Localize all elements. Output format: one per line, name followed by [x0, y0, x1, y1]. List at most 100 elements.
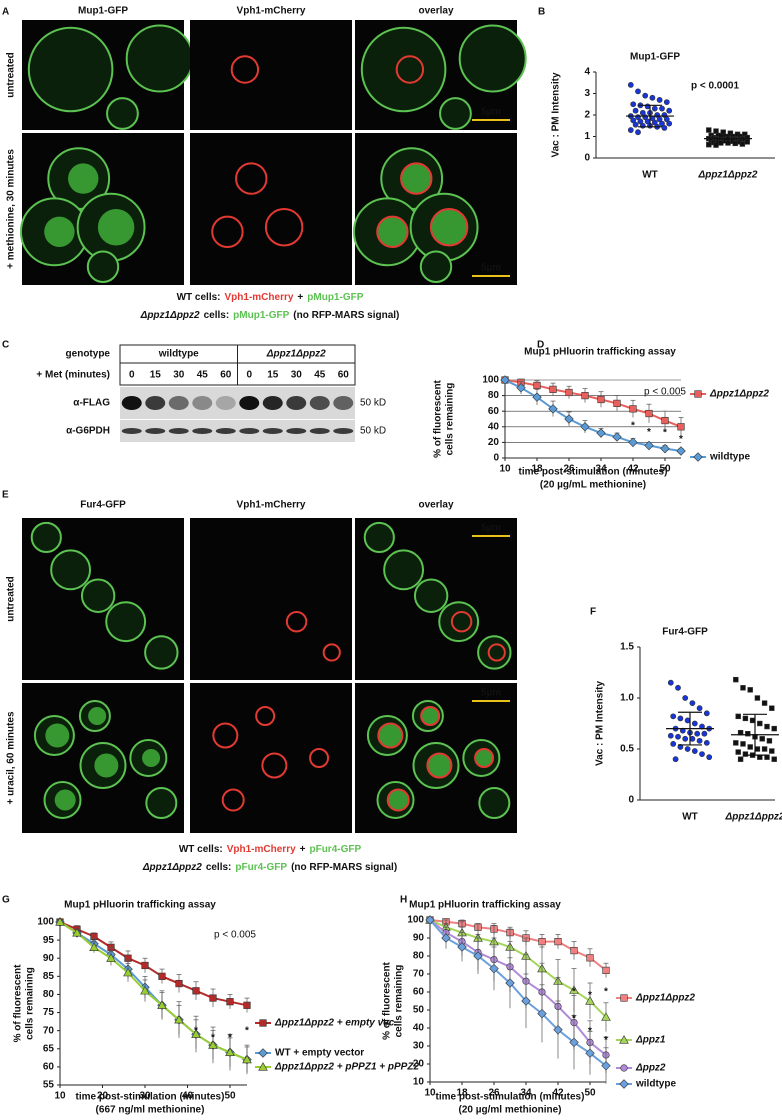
x-tick-label: 42 — [552, 1088, 564, 1099]
chart-title: Mup1 pHluorin trafficking assay — [524, 347, 676, 358]
marker — [667, 679, 674, 686]
vacuole-membrane — [261, 752, 288, 779]
x-tick-label: Δppz1Δppz2 — [725, 812, 782, 823]
significance-star: * — [572, 1014, 576, 1025]
y-tick-label: 0 — [493, 453, 499, 464]
vacuole-gfp — [401, 163, 432, 194]
marker — [158, 972, 166, 980]
blot-band — [309, 428, 330, 434]
significance-star: * — [679, 434, 683, 445]
marker — [706, 754, 713, 761]
marker — [601, 1012, 611, 1021]
marker — [661, 125, 668, 131]
chart-title: Mup1-GFP — [630, 52, 680, 63]
y-tick-label: 70 — [43, 1025, 55, 1036]
cell-membrane — [27, 26, 114, 113]
legend-label: WT + empty vector — [275, 1048, 364, 1059]
marker — [739, 141, 746, 147]
marker — [677, 715, 684, 722]
x-tick-label: 18 — [456, 1088, 468, 1099]
vacuole-gfp — [88, 707, 107, 725]
marker — [569, 985, 579, 994]
blot-band — [192, 396, 213, 410]
blot-band — [168, 428, 189, 434]
blot-band — [262, 428, 283, 434]
marker — [682, 735, 689, 742]
vacuole-membrane — [230, 55, 260, 84]
legend-label: wildtype — [635, 1079, 676, 1090]
y-tick-label: 1.5 — [620, 642, 634, 653]
column-header: overlay — [418, 500, 453, 511]
vacuole-membrane — [322, 643, 341, 662]
marker — [639, 109, 646, 116]
blot-band — [215, 396, 236, 410]
blot — [120, 420, 355, 442]
marker — [771, 725, 777, 732]
y-tick-label: 55 — [43, 1080, 55, 1091]
marker — [585, 1048, 595, 1058]
panel-label: H — [400, 895, 407, 906]
y-tick-label: 80 — [43, 989, 55, 1000]
caption-part: pMup1-GFP — [233, 310, 289, 321]
y-tick-label: 4 — [584, 67, 590, 78]
marker — [225, 1047, 235, 1056]
row-label: untreated — [6, 52, 17, 98]
y-tick-label: 1 — [584, 131, 590, 142]
vacuole-membrane — [400, 162, 433, 195]
size-marker: 50 kD — [360, 426, 386, 437]
y-tick-label: 20 — [488, 437, 500, 448]
scale-bar-label: 5µm — [481, 688, 501, 699]
marker — [754, 695, 761, 701]
marker — [632, 121, 639, 128]
y-tick-label: 3 — [584, 88, 590, 99]
vacuole-gfp — [387, 789, 409, 811]
panel-label: G — [2, 895, 10, 906]
lane-label: 30 — [173, 370, 185, 381]
significance-star: * — [631, 421, 635, 432]
y-tick-label: 80 — [488, 390, 500, 401]
vacuole-gfp — [44, 216, 75, 247]
annotation: p < 0.005 — [214, 930, 256, 941]
marker — [619, 1035, 629, 1044]
significance-star: * — [572, 987, 576, 998]
marker — [663, 116, 670, 123]
cell-membrane — [478, 787, 511, 819]
marker — [425, 915, 435, 925]
legend-label: Δppz1 — [635, 1035, 666, 1046]
marker — [659, 120, 665, 127]
legend-label: Δppz2 — [635, 1063, 666, 1074]
panel-label: B — [538, 7, 545, 18]
marker — [242, 1054, 252, 1064]
series-line — [429, 919, 607, 972]
marker — [441, 933, 451, 943]
cell-membrane — [363, 521, 395, 554]
cell-membrane — [30, 521, 62, 554]
marker — [208, 1040, 218, 1049]
y-axis-label: cells remaining — [445, 383, 456, 456]
caption-part: WT cells: — [179, 844, 223, 855]
x-tick-label: 30 — [139, 1091, 151, 1102]
x-tick-label: 10 — [424, 1088, 436, 1099]
lane-label: 60 — [220, 370, 232, 381]
lane-label: 15 — [267, 370, 279, 381]
marker — [532, 392, 542, 402]
marker — [569, 1037, 579, 1048]
cell-membrane — [105, 601, 147, 643]
marker — [619, 1079, 629, 1089]
chart-title: Mup1 pHluorin trafficking assay — [64, 900, 216, 911]
caption-part: Vph1-mCherry — [227, 844, 296, 855]
column-header: overlay — [418, 6, 453, 17]
row-label: + uracil, 60 minutes — [6, 711, 17, 805]
marker — [732, 140, 738, 147]
marker — [733, 676, 739, 683]
caption-part: pMup1-GFP — [307, 292, 363, 303]
y-axis-label: % of fluorescent — [433, 379, 444, 457]
x-tick-label: 50 — [659, 464, 671, 475]
marker — [635, 129, 641, 136]
x-tick-label: 10 — [54, 1091, 66, 1102]
vacuole-membrane — [420, 706, 441, 726]
marker — [742, 715, 749, 722]
marker — [740, 685, 746, 691]
caption-part: WT cells: — [177, 292, 221, 303]
marker — [581, 391, 589, 400]
